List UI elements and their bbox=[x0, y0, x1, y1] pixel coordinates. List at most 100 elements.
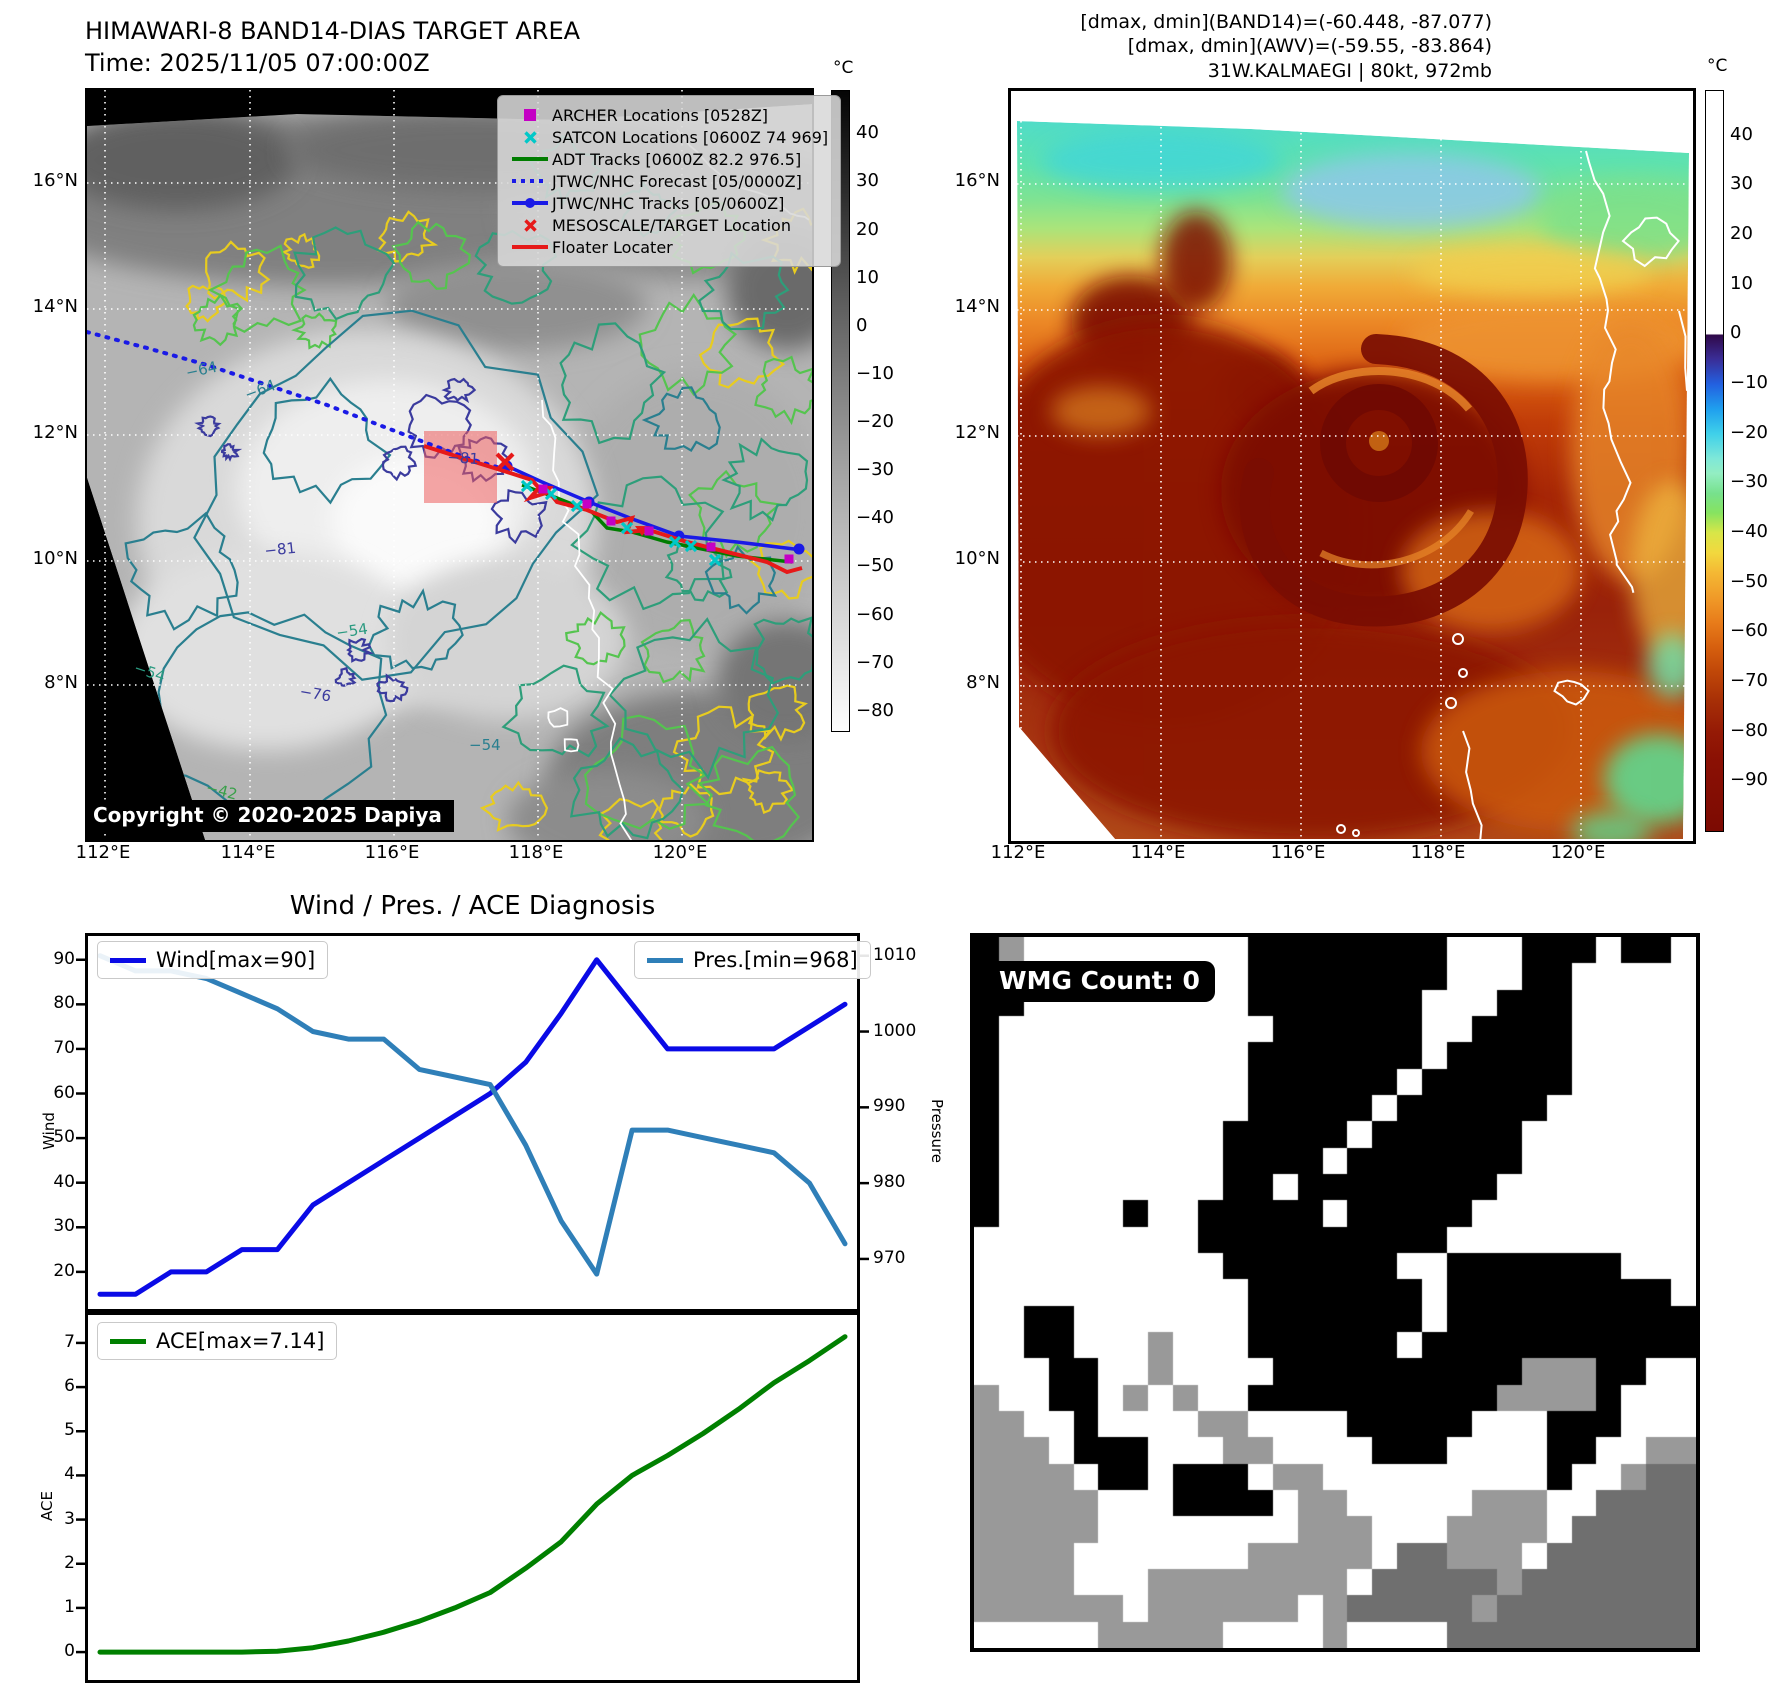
contour-label: −81 bbox=[447, 448, 480, 468]
legend-item: JTWC/NHC Forecast [05/0000Z] bbox=[508, 170, 828, 192]
x-tick-label: 118°E bbox=[508, 842, 564, 863]
satcon-marker bbox=[684, 539, 698, 553]
satcon-marker bbox=[544, 487, 558, 501]
colorbar-tick-label: −10 bbox=[1730, 372, 1768, 394]
colorbar-tick-label: 30 bbox=[856, 170, 879, 192]
page-title: HIMAWARI-8 BAND14-DIAS TARGET AREA bbox=[85, 17, 581, 45]
archer-marker bbox=[644, 526, 654, 536]
colorbar-tick-label: −70 bbox=[856, 651, 894, 673]
wind-pressure-chart bbox=[76, 933, 869, 1312]
info-line-awv: [dmax, dmin](AWV)=(-59.55, -83.864) bbox=[1127, 35, 1492, 58]
colorbar-tick-label: 20 bbox=[856, 218, 879, 240]
pres-swatch bbox=[647, 957, 683, 963]
wmg-mask-image bbox=[974, 937, 1696, 1648]
wmg-count-badge: WMG Count: 0 bbox=[986, 961, 1215, 1002]
awv-ir-map bbox=[1008, 88, 1696, 844]
legend-item: MESOSCALE/TARGET Location bbox=[508, 214, 828, 236]
series-Wind[max=90] bbox=[97, 957, 848, 1297]
jtwc-track bbox=[506, 464, 803, 552]
satcon-marker bbox=[668, 535, 682, 549]
left-map-header: HIMAWARI-8 BAND14-DIAS TARGET AREA Time:… bbox=[85, 16, 580, 79]
diagnosis-title: Wind / Pres. / ACE Diagnosis bbox=[289, 891, 656, 921]
legend-symbol-dotted bbox=[508, 179, 552, 183]
legend-symbol-line bbox=[508, 245, 552, 249]
pressure-axis-label: Pressure bbox=[928, 1098, 947, 1164]
archer-marker bbox=[784, 554, 794, 564]
pres-label: Pres.[min=968] bbox=[693, 948, 858, 972]
legend-symbol-square bbox=[508, 109, 552, 121]
chart-ytick: 60 bbox=[53, 1082, 75, 1103]
y-tick-label: 14°N bbox=[32, 296, 78, 317]
y-tick-label: 16°N bbox=[954, 170, 1000, 191]
legend-item: ADT Tracks [0600Z 82.2 976.5] bbox=[508, 148, 828, 170]
wind-swatch bbox=[110, 957, 146, 963]
y-tick-label: 10°N bbox=[32, 548, 78, 569]
chart-ytick: 1 bbox=[64, 1596, 75, 1617]
colorbar-tick-label: 30 bbox=[1730, 173, 1753, 195]
colorbar-tick-label: −40 bbox=[856, 507, 894, 529]
legend-symbol-line-dot bbox=[508, 198, 552, 208]
colorbar-tick-label: −20 bbox=[1730, 421, 1768, 443]
archer-marker bbox=[706, 542, 716, 552]
contour-label: −81 bbox=[264, 539, 297, 560]
x-marker-icon bbox=[523, 130, 537, 144]
x-tick-label: 120°E bbox=[1550, 842, 1606, 863]
archer-marker bbox=[582, 499, 592, 509]
colorbar-tick-label: −80 bbox=[1730, 719, 1768, 741]
colorbar-tick-label: −40 bbox=[1730, 521, 1768, 542]
colorbar-tick-label: −60 bbox=[856, 603, 894, 625]
map-legend: ARCHER Locations [0528Z] SATCON Locations… bbox=[497, 95, 842, 267]
y-tick-label: 8°N bbox=[966, 672, 1000, 693]
chart-ytick: 5 bbox=[64, 1420, 75, 1441]
chart-y2tick: 1010 bbox=[873, 944, 917, 965]
chart-ytick: 90 bbox=[53, 948, 75, 969]
y-tick-label: 8°N bbox=[44, 672, 78, 693]
y-tick-label: 12°N bbox=[32, 422, 78, 443]
colorbar-tick-label: −30 bbox=[856, 459, 894, 481]
colorbar-tick-label: 0 bbox=[1730, 322, 1742, 344]
floater-track bbox=[423, 444, 803, 575]
track-dot-icon bbox=[525, 198, 535, 208]
chart-ytick: 40 bbox=[53, 1171, 75, 1192]
colorbar-tick-label: −50 bbox=[1730, 570, 1768, 592]
colorbar-tick-label: −20 bbox=[856, 411, 894, 433]
chart-y2tick: 980 bbox=[873, 1172, 906, 1193]
legend-label: ARCHER Locations [0528Z] bbox=[552, 105, 769, 125]
legend-ace: ACE[max=7.14] bbox=[97, 1322, 338, 1360]
copyright-label: Copyright © 2020-2025 Dapiya bbox=[85, 800, 454, 832]
series-Pres.[min=968] bbox=[97, 953, 848, 1277]
chart-ytick: 6 bbox=[64, 1376, 75, 1397]
y-tick-label: 10°N bbox=[954, 548, 1000, 569]
archer-marker bbox=[606, 516, 616, 526]
x-tick-label: 114°E bbox=[1130, 842, 1186, 863]
legend-pres: Pres.[min=968] bbox=[634, 941, 871, 979]
legend-symbol-x bbox=[508, 130, 552, 145]
chart-ytick: 2 bbox=[64, 1552, 75, 1573]
colorbar-unit-right: °C bbox=[1707, 56, 1728, 76]
line-icon bbox=[512, 157, 548, 161]
legend-wind: Wind[max=90] bbox=[97, 941, 329, 979]
jtwc-forecast-track bbox=[87, 330, 509, 472]
line-dot-icon bbox=[512, 198, 548, 208]
contour-label: −54 bbox=[335, 620, 369, 642]
chart-ytick: 20 bbox=[53, 1260, 75, 1281]
legend-item: ARCHER Locations [0528Z] bbox=[508, 104, 828, 126]
legend-item: JTWC/NHC Tracks [05/0600Z] bbox=[508, 192, 828, 214]
colorbar-tick-label: −50 bbox=[856, 555, 894, 577]
chart-y2tick: 990 bbox=[873, 1096, 906, 1117]
legend-item: Floater Locater bbox=[508, 236, 828, 258]
x-tick-label: 114°E bbox=[220, 842, 276, 863]
colorbar-tick-label: 40 bbox=[1730, 123, 1753, 145]
timestamp-label: Time: 2025/11/05 07:00:00Z bbox=[85, 48, 430, 77]
chart-y2tick: 1000 bbox=[873, 1020, 917, 1041]
x-tick-label: 112°E bbox=[990, 842, 1046, 863]
colorbar-tick-label: −60 bbox=[1730, 620, 1768, 642]
x-tick-label: 116°E bbox=[364, 842, 420, 863]
ace-swatch bbox=[110, 1338, 146, 1344]
colorbar-tick-label: −80 bbox=[856, 699, 894, 721]
legend-symbol-line bbox=[508, 157, 552, 161]
y-tick-label: 14°N bbox=[954, 296, 1000, 317]
wmg-panel: WMG Count: 0 bbox=[970, 933, 1700, 1652]
colorbar-unit-left: °C bbox=[833, 58, 854, 78]
satcon-marker bbox=[620, 521, 634, 535]
